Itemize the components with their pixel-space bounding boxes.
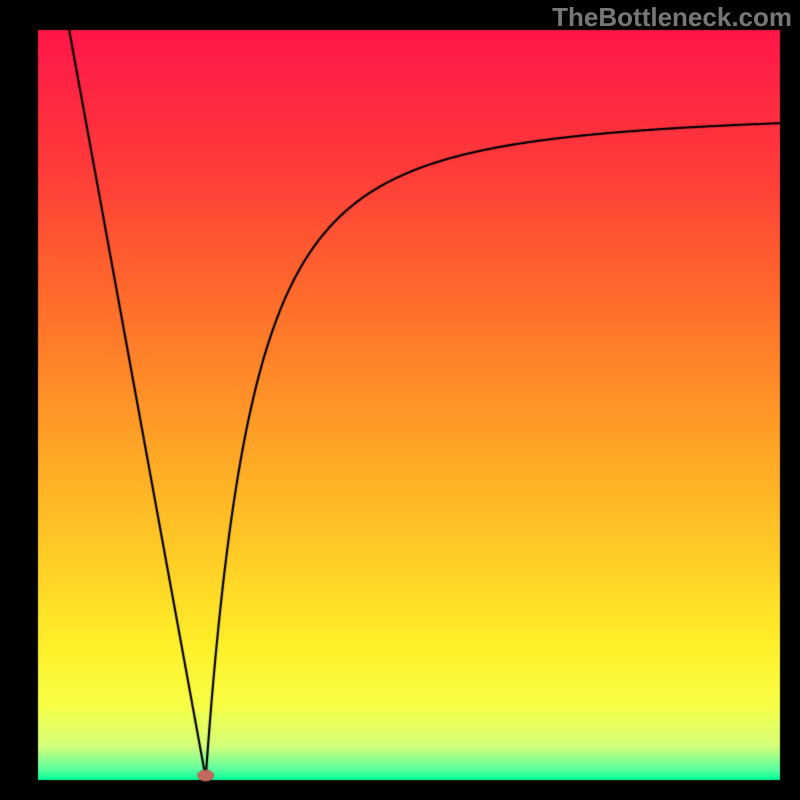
chart-container: TheBottleneck.com xyxy=(0,0,800,800)
gradient-line-chart xyxy=(0,0,800,800)
